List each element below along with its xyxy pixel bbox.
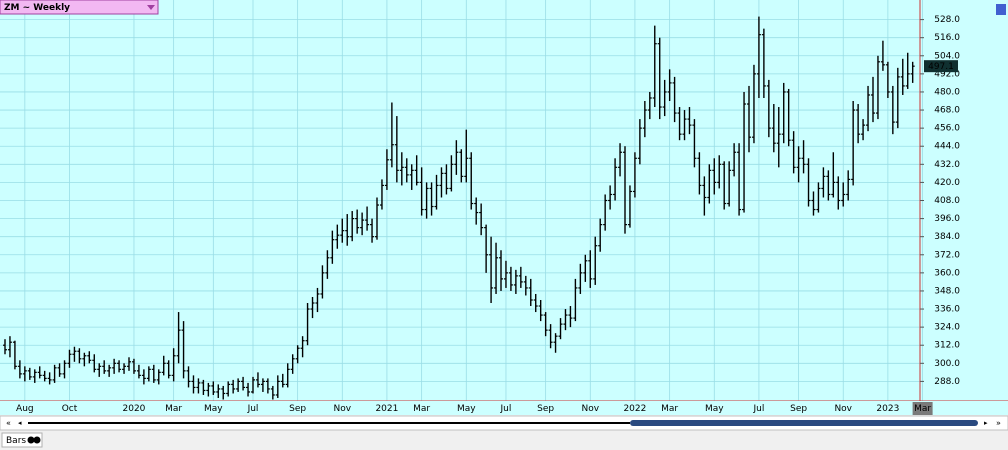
y-tick-label: 420.0	[934, 178, 960, 188]
y-tick-label: 336.0	[934, 305, 960, 315]
y-tick-label: 444.0	[934, 142, 960, 152]
x-tick-label: Sep	[790, 404, 807, 414]
x-tick-label: May	[457, 404, 476, 414]
x-tick-label: Mar	[661, 404, 678, 414]
y-tick-label: 288.0	[934, 377, 960, 387]
x-tick-label: Jul	[247, 404, 259, 414]
y-tick-label: 480.0	[934, 87, 960, 97]
y-tick-label: 408.0	[934, 196, 960, 206]
y-tick-label: 468.0	[934, 106, 960, 116]
x-label-box	[912, 402, 933, 415]
status-label: Bars	[6, 436, 26, 446]
y-tick-label: 312.0	[934, 341, 960, 351]
x-tick-label: Nov	[333, 404, 351, 414]
grid	[0, 0, 923, 401]
x-tick-label: May	[204, 404, 223, 414]
x-tick-label: 2022	[623, 404, 646, 414]
y-tick-label: 516.0	[934, 33, 960, 43]
status-bar	[0, 432, 1008, 450]
y-tick-label: 492.0	[934, 69, 960, 79]
scroll-left[interactable]: «	[6, 419, 11, 428]
price-axis-area	[920, 0, 1008, 401]
y-tick-label: 372.0	[934, 250, 960, 260]
bars	[3, 16, 915, 400]
symbol-box[interactable]	[0, 0, 159, 15]
x-tick-label: 2023	[876, 404, 899, 414]
x-tick-label: Mar	[165, 404, 182, 414]
y-tick-label: 300.0	[934, 359, 960, 369]
y-tick-label: 384.0	[934, 232, 960, 242]
y-tick-label: 396.0	[934, 214, 960, 224]
settings-icon[interactable]	[996, 4, 1006, 15]
y-tick-label: 456.0	[934, 124, 960, 134]
x-tick-label: 2021	[375, 404, 398, 414]
x-tick-label: Nov	[834, 404, 852, 414]
symbol-title: ZM ~ Weekly	[4, 3, 70, 13]
scroll-thumb[interactable]	[630, 420, 978, 426]
x-tick-label: Oct	[62, 404, 78, 414]
y-tick-label: 348.0	[934, 286, 960, 296]
x-tick-label: Mar	[914, 404, 931, 414]
time-axis-area	[0, 401, 1008, 415]
x-tick-label: Mar	[413, 404, 430, 414]
x-tick-label: Sep	[289, 404, 306, 414]
x-tick-label: Nov	[581, 404, 599, 414]
tab-icon	[27, 436, 35, 444]
bars-tab[interactable]	[1, 432, 43, 448]
y-tick-label: 360.0	[934, 268, 960, 278]
tab-icon	[33, 436, 41, 444]
scroll-right[interactable]: »	[996, 419, 1001, 428]
scroll-step-right[interactable]: ▸	[984, 419, 988, 427]
y-tick-label: 324.0	[934, 323, 960, 333]
last-price-label: 497.1	[928, 62, 954, 72]
last-price-box	[924, 60, 958, 73]
y-tick-label: 504.0	[934, 51, 960, 61]
y-tick-label: 432.0	[934, 160, 960, 170]
time-axis: Aug Oct 2020 Mar May Jul Sep Nov 2021 Mar May Jul Se…	[16, 402, 933, 415]
x-tick-label: Jul	[500, 404, 512, 414]
y-tick-label: 528.0	[934, 15, 960, 25]
x-tick-label: Aug	[16, 404, 34, 414]
x-tick-label: 2020	[123, 404, 146, 414]
dropdown-arrow	[147, 5, 155, 10]
x-tick-label: Jul	[752, 404, 764, 414]
scroll-step-left[interactable]: ◂	[18, 419, 22, 427]
x-tick-label: Sep	[537, 404, 554, 414]
price-axis: 288.0 300.0 312.0 324.0 336.0 348.0 360.0 372.0…	[920, 15, 960, 387]
x-tick-label: May	[705, 404, 724, 414]
